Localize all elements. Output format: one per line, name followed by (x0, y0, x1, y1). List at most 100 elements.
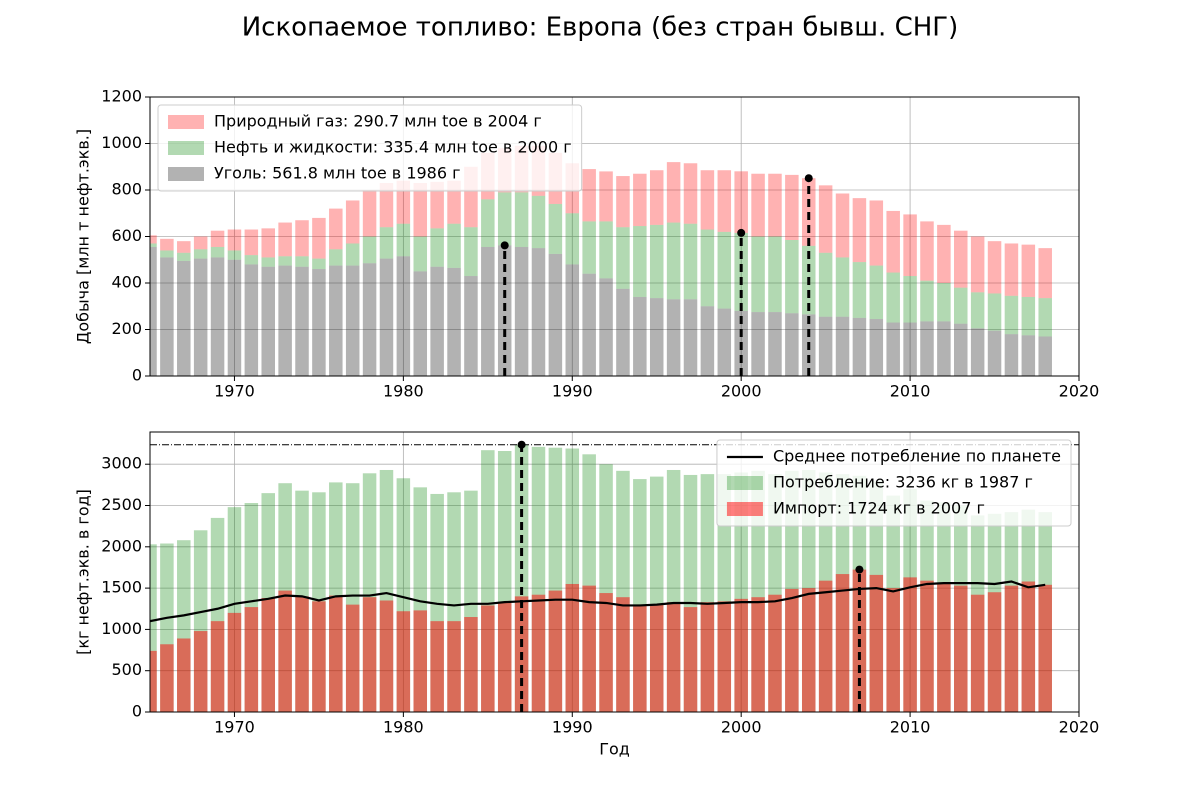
bar-segment (1004, 295, 1019, 335)
legend-box (716, 439, 1072, 527)
bar-segment (278, 222, 292, 257)
bar-segment (683, 163, 698, 224)
bar-segment (903, 276, 917, 323)
bar-segment (413, 236, 428, 272)
bar-segment (464, 227, 478, 277)
bar (464, 617, 478, 712)
bar-segment (565, 213, 580, 265)
bar-segment (649, 298, 664, 376)
bar-segment (193, 236, 208, 250)
bar (987, 592, 1002, 712)
bar-segment (362, 263, 377, 376)
bar (497, 602, 512, 712)
bar (531, 594, 546, 712)
bar-segment (886, 322, 900, 376)
legend-label: Среднее потребление по планете (773, 447, 1061, 466)
peak-dot (855, 565, 864, 574)
bar-segment (345, 243, 360, 266)
bar-segment (785, 174, 799, 240)
y-tick-label: 0 (132, 366, 142, 385)
bar-segment (717, 170, 732, 232)
bar (244, 607, 259, 712)
bar-segment (616, 227, 630, 289)
bar-segment (464, 276, 478, 376)
bar-segment (633, 226, 647, 297)
x-tick-label: 2000 (721, 382, 762, 401)
x-tick-label: 2010 (890, 718, 931, 737)
bar-segment (430, 228, 444, 267)
bar-segment (666, 222, 681, 300)
legend-label: Потребление: 3236 кг в 1987 г (773, 473, 1033, 492)
x-tick-label: 1990 (552, 382, 593, 401)
x-tick-label: 1970 (214, 382, 255, 401)
bar (801, 588, 816, 712)
bar-segment (700, 170, 715, 230)
y-tick-label: 600 (111, 226, 142, 245)
bar (818, 580, 833, 712)
bar-segment (447, 267, 461, 376)
bar (954, 585, 968, 712)
bar-segment (666, 162, 681, 223)
bar-segment (717, 231, 732, 309)
bar-segment (599, 221, 613, 279)
bar (785, 588, 799, 712)
bar (1004, 585, 1019, 712)
bar-segment (548, 203, 563, 254)
bar-segment (633, 296, 647, 376)
bar-segment (1021, 335, 1036, 376)
bar-segment (987, 330, 1002, 376)
bar-segment (616, 288, 630, 376)
bar-segment (413, 183, 428, 237)
bar-segment (582, 221, 596, 274)
y-tick-label: 3000 (101, 454, 142, 473)
bar-segment (329, 265, 343, 376)
bar (700, 602, 715, 712)
bar-segment (1038, 248, 1052, 299)
x-tick-label: 1980 (383, 382, 424, 401)
bar-segment (227, 259, 242, 376)
legend-label: Природный газ: 290.7 млн toe в 2004 г (214, 112, 542, 131)
legend-label: Импорт: 1724 кг в 2007 г (773, 499, 985, 518)
peak-dot (517, 440, 526, 449)
legend: Среднее потребление по планете Потреблени… (716, 439, 1072, 527)
bar-segment (599, 278, 613, 376)
legend: Природный газ: 290.7 млн toe в 2004 г Неф… (157, 104, 583, 192)
bar (599, 593, 613, 712)
bar-segment (261, 257, 275, 267)
bar-segment (362, 236, 377, 264)
bar-segment (312, 217, 326, 259)
y-tick-label: 2500 (101, 495, 142, 514)
y-tick-label: 1500 (101, 578, 142, 597)
y-axis-label: [кг нефт.экв. в год] (74, 489, 93, 655)
bar (379, 600, 394, 712)
bar (582, 585, 596, 712)
bar-segment (565, 264, 580, 376)
bar-segment (177, 241, 191, 253)
bar-segment (886, 210, 900, 273)
y-tick-label: 1000 (101, 133, 142, 152)
bar-segment (785, 239, 799, 314)
bar (937, 583, 951, 712)
bar (362, 597, 377, 712)
bar-segment (295, 220, 309, 257)
bar-segment (818, 316, 833, 376)
bar-segment (514, 246, 529, 376)
bar-segment (227, 229, 242, 251)
bar-segment (1004, 243, 1019, 296)
bar-segment (193, 249, 208, 259)
bar-segment (785, 313, 799, 376)
bar-segment (599, 171, 613, 222)
bar-segment (413, 271, 428, 376)
legend-swatch (168, 141, 204, 155)
bar-segment (160, 238, 174, 251)
legend-box (157, 104, 583, 192)
y-tick-label: 2000 (101, 536, 142, 555)
y-tick-label: 500 (111, 660, 142, 679)
x-tick-label: 2020 (1059, 718, 1100, 737)
bar-segment (751, 173, 765, 237)
bar-segment (970, 328, 985, 376)
bar-segment (278, 265, 292, 376)
peak-dot (500, 241, 509, 250)
bar-segment (345, 265, 360, 376)
bar (295, 596, 309, 712)
